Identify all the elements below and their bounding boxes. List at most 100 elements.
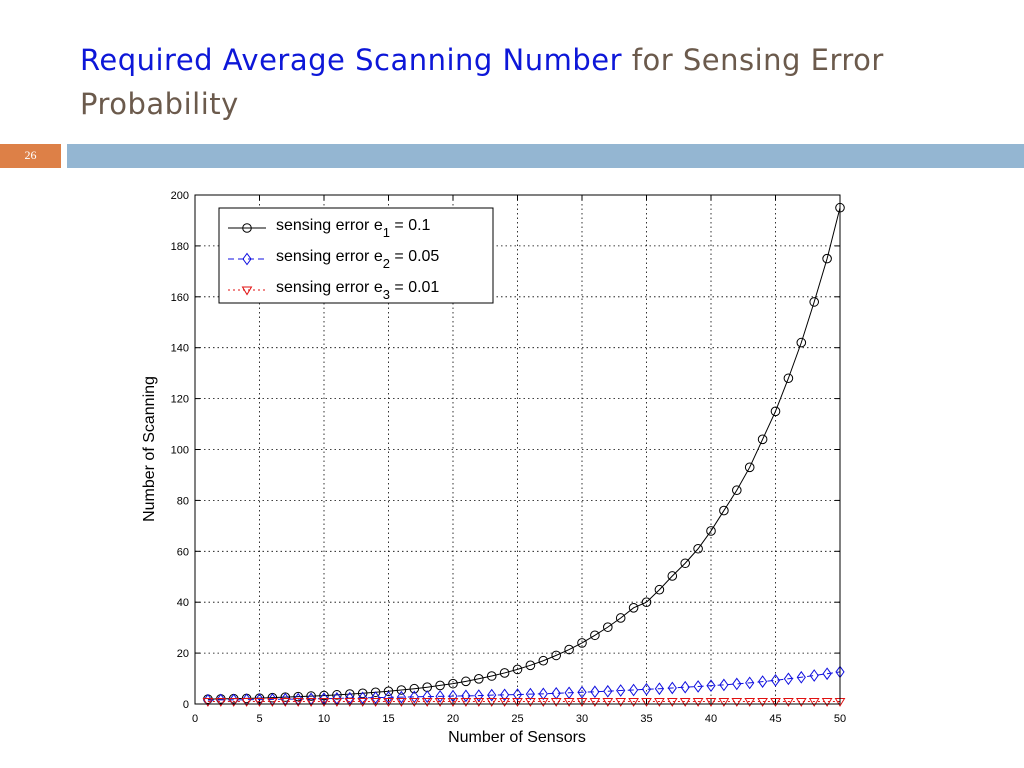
data-point — [744, 462, 755, 473]
data-point — [421, 697, 433, 707]
data-point — [603, 684, 613, 698]
legend-box — [218, 207, 494, 304]
data-point — [332, 690, 342, 700]
y-tick-label: 100 — [171, 445, 189, 457]
data-point — [383, 697, 394, 707]
data-point — [396, 690, 407, 704]
y-tick-label: 40 — [177, 597, 189, 609]
y-tick-label: 20 — [177, 648, 189, 660]
data-point — [679, 697, 691, 707]
data-point — [822, 667, 832, 681]
data-point — [358, 691, 368, 705]
data-point — [383, 691, 394, 704]
data-point — [344, 697, 356, 707]
data-point — [796, 337, 807, 348]
data-point — [267, 697, 278, 707]
data-point — [770, 406, 781, 417]
data-point — [757, 675, 768, 688]
data-point — [770, 673, 781, 687]
x-tick-label: 45 — [769, 713, 781, 725]
data-point — [473, 697, 485, 707]
data-point — [602, 697, 614, 707]
data-point — [667, 571, 678, 581]
legend-entry: sensing error e3 = 0.01 — [276, 279, 439, 302]
data-point — [370, 691, 381, 704]
data-point — [460, 697, 472, 707]
x-tick-label: 40 — [705, 713, 717, 725]
data-point — [603, 622, 613, 632]
data-point — [306, 691, 316, 701]
data-point — [487, 688, 497, 702]
data-point — [744, 697, 756, 707]
data-point — [396, 697, 407, 707]
data-point — [396, 685, 407, 695]
data-point — [795, 697, 807, 707]
slide-title-highlight: Required Average Scanning Number — [80, 43, 623, 77]
accent-bar — [67, 144, 1024, 168]
data-point — [796, 670, 806, 684]
data-point — [641, 697, 652, 707]
data-point — [550, 697, 562, 707]
data-point — [654, 584, 665, 595]
data-point — [448, 678, 458, 689]
data-point — [293, 691, 304, 702]
data-point — [293, 692, 303, 706]
data-point — [474, 674, 484, 684]
x-tick-label: 5 — [256, 713, 262, 725]
legend-marker — [241, 286, 253, 296]
data-point — [590, 685, 600, 699]
x-axis-label: Number of Sensors — [448, 729, 586, 746]
data-point — [770, 697, 781, 707]
data-point — [783, 672, 794, 686]
data-point — [821, 697, 833, 707]
y-tick-label: 0 — [183, 699, 189, 711]
data-point — [408, 697, 420, 707]
data-point — [654, 682, 665, 696]
data-point — [757, 434, 768, 445]
data-point — [538, 655, 549, 666]
data-point — [370, 697, 381, 707]
data-point — [706, 679, 716, 693]
data-point — [731, 697, 743, 707]
x-tick-label: 30 — [576, 713, 588, 725]
slide-title-rest: for Sensing Error Probability — [80, 43, 884, 121]
data-point — [435, 680, 445, 691]
data-point — [305, 697, 317, 707]
x-tick-label: 10 — [318, 713, 330, 725]
data-point — [267, 693, 278, 706]
data-point — [590, 630, 600, 641]
legend-entry: sensing error e1 = 0.1 — [276, 217, 431, 240]
data-point — [732, 485, 742, 496]
data-point — [576, 697, 588, 707]
data-point — [809, 669, 819, 682]
data-point — [705, 697, 717, 707]
data-point — [512, 664, 523, 675]
data-point — [719, 678, 729, 692]
y-tick-label: 140 — [171, 343, 189, 355]
data-point — [319, 690, 329, 701]
data-point — [563, 697, 575, 707]
x-tick-label: 50 — [834, 713, 846, 725]
data-point — [499, 688, 510, 702]
data-point — [280, 692, 290, 706]
data-point — [537, 697, 549, 707]
data-point — [654, 697, 665, 707]
y-tick-label: 120 — [171, 394, 189, 406]
legend-entry: sensing error e2 = 0.05 — [276, 248, 439, 271]
data-point — [435, 690, 445, 703]
y-tick-label: 180 — [171, 241, 189, 253]
data-point — [719, 505, 729, 516]
data-point — [718, 697, 730, 707]
legend-marker — [242, 252, 252, 266]
data-point — [370, 687, 381, 698]
y-axis-label: Number of Scanning — [141, 376, 158, 522]
y-tick-label: 80 — [177, 495, 189, 507]
data-point — [512, 697, 523, 707]
x-tick-label: 0 — [192, 713, 198, 725]
data-point — [409, 690, 419, 704]
data-point — [254, 697, 265, 707]
data-point — [525, 660, 536, 671]
data-point — [461, 676, 471, 687]
data-point — [215, 697, 227, 707]
